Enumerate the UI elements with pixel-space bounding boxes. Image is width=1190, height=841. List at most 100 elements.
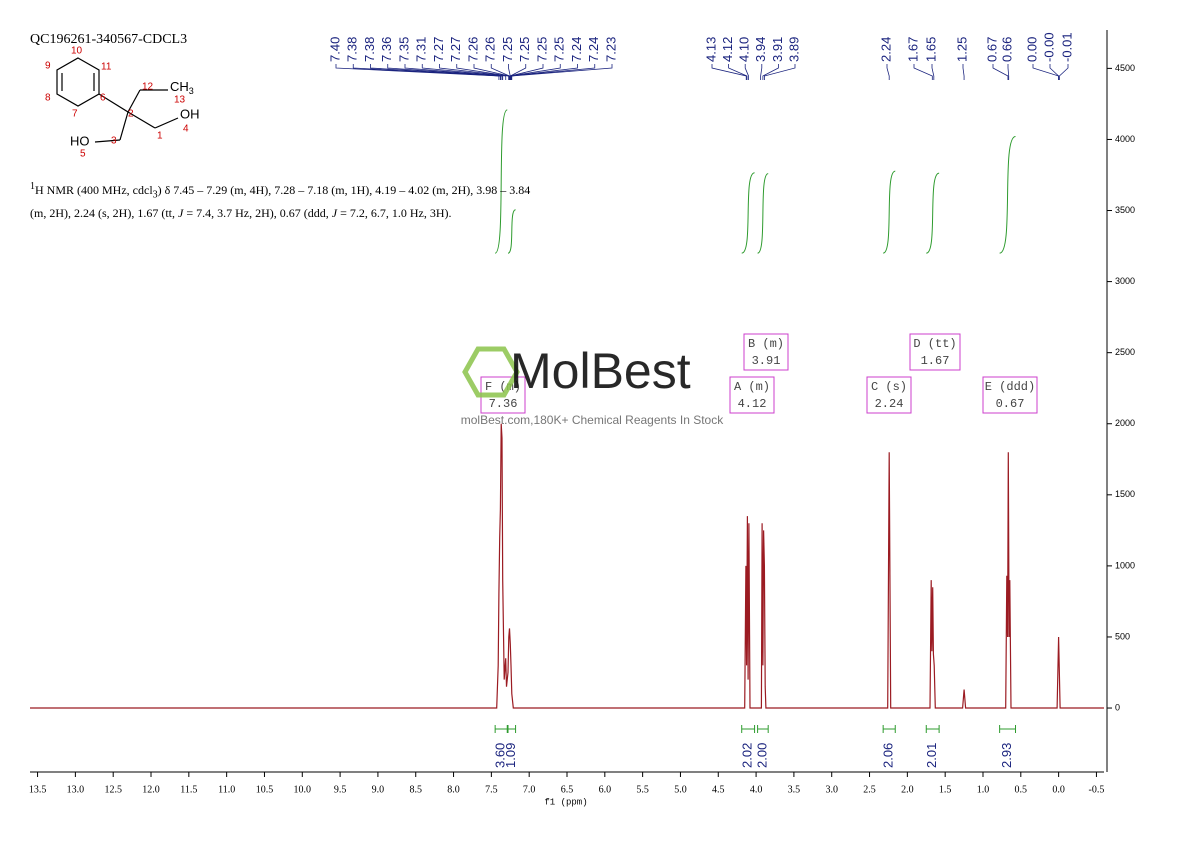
x-tick-label: 4.5 <box>712 784 725 795</box>
ring <box>56 57 100 107</box>
peak-label: 7.31 <box>414 37 429 62</box>
multiplet-box <box>729 376 775 414</box>
atom-label: 5 <box>80 149 86 160</box>
x-tick-label: 5.5 <box>636 784 649 795</box>
x-tick-label: 1.5 <box>939 784 952 795</box>
atom-label: 12 <box>142 82 154 93</box>
integral-label: 2.00 <box>754 743 769 768</box>
atom-label: HO <box>70 133 90 148</box>
atom-label: 9 <box>45 61 51 72</box>
x-tick-label: 11.5 <box>180 784 197 795</box>
x-tick-label: 8.5 <box>409 784 422 795</box>
integral-curve <box>926 172 940 254</box>
peak-connector <box>490 64 510 80</box>
peak-label: 4.12 <box>720 37 735 62</box>
integral-label: 2.01 <box>924 743 939 768</box>
peak-connector <box>511 64 613 80</box>
watermark-slogan: molBest.com,180K+ Chemical Reagents In S… <box>461 413 724 427</box>
peak-label: 7.24 <box>569 37 584 62</box>
peak-connector <box>728 64 748 80</box>
y-tick-label: 1000 <box>1115 560 1135 570</box>
x-tick-label: 0.5 <box>1015 784 1028 795</box>
peak-connector <box>509 64 561 80</box>
x-tick-label: 7.5 <box>485 784 498 795</box>
peak-connector <box>760 64 763 80</box>
peak-label: 2.24 <box>878 37 893 62</box>
integral-bracket <box>507 725 517 733</box>
atom-label: CH3 <box>170 79 194 96</box>
peak-label: 7.40 <box>327 37 342 62</box>
peak-label: 3.91 <box>770 37 785 62</box>
peak-connector <box>1058 64 1069 80</box>
peak-connector <box>352 64 501 80</box>
integral-label: 3.60 <box>493 743 508 768</box>
peak-label: 1.67 <box>905 37 920 62</box>
atom-label: 8 <box>45 93 51 104</box>
nmr-description: 1H NMR (400 MHz, cdcl3) δ 7.45 – 7.29 (m… <box>30 178 630 222</box>
peak-connector <box>1007 64 1010 80</box>
peak-connector <box>1049 64 1060 80</box>
atom-label: 11 <box>101 62 112 73</box>
x-tick-label: 10.5 <box>256 784 274 795</box>
text: = 7.2, 6.7, 1.0 Hz, 3H). <box>337 206 452 221</box>
y-tick-label: 3000 <box>1115 276 1135 286</box>
peak-label: 7.27 <box>448 37 463 62</box>
multiplet-box <box>866 376 912 414</box>
y-tick-label: 500 <box>1115 631 1130 641</box>
peak-label: 0.00 <box>1024 37 1039 62</box>
atom-label: 3 <box>189 86 194 96</box>
atom-label: 10 <box>71 46 83 57</box>
peak-label: 7.38 <box>345 37 360 62</box>
peak-connector <box>509 64 544 80</box>
peak-label: 3.89 <box>786 37 801 62</box>
text: = 7.4, 3.7 Hz, 2H), 0.67 (ddd, <box>183 206 332 221</box>
peak-label: 7.25 <box>552 37 567 62</box>
multiplet-name: B (m) <box>748 337 784 351</box>
x-tick-label: 13.0 <box>67 784 85 795</box>
x-tick-label: 10.0 <box>294 784 312 795</box>
peak-label: 7.38 <box>362 37 377 62</box>
peak-label: 7.25 <box>517 37 532 62</box>
multiplet-shift: 7.36 <box>489 397 518 411</box>
integral-curve <box>494 109 508 254</box>
atom-label: 4 <box>183 124 189 135</box>
x-tick-label: 12.5 <box>104 784 122 795</box>
integral-bracket <box>925 725 940 733</box>
peak-connector <box>764 64 796 80</box>
text: ) δ 7.45 – 7.29 (m, 4H), 7.28 – 7.18 (m,… <box>157 183 531 197</box>
x-tick-label: 12.0 <box>142 784 160 795</box>
multiplet-shift: 0.67 <box>996 397 1025 411</box>
peak-connector <box>510 64 596 80</box>
y-tick-label: 4000 <box>1115 134 1135 144</box>
multiplet-name: D (tt) <box>913 337 956 351</box>
text: 1 <box>30 181 35 192</box>
multiplet-name: E (ddd) <box>985 380 1035 394</box>
peak-connector <box>762 64 779 80</box>
structure <box>56 57 179 143</box>
x-tick-label: 2.5 <box>863 784 876 795</box>
integral-curve <box>507 209 517 254</box>
bond <box>94 139 121 143</box>
peak-label: 7.25 <box>500 37 515 62</box>
peak-label: 7.23 <box>603 37 618 62</box>
peak-connector <box>421 64 507 80</box>
atom-label: 1 <box>157 131 163 142</box>
multiplet-name: A (m) <box>734 380 770 394</box>
atom-label: 3 <box>111 136 117 147</box>
peak-connector <box>510 64 578 80</box>
integral-label: 2.93 <box>999 743 1014 768</box>
x-tick-label: 6.5 <box>561 784 574 795</box>
bond <box>119 111 129 141</box>
text: J <box>177 206 184 221</box>
y-tick-label: 0 <box>1115 702 1120 712</box>
peak-connector <box>509 64 527 80</box>
x-tick-label: 9.5 <box>334 784 347 795</box>
peak-label: 0.66 <box>999 37 1014 62</box>
x-tick-label: 1.0 <box>977 784 990 795</box>
watermark-brand: MolBest <box>510 343 691 399</box>
spectrum <box>30 423 1104 709</box>
integral-label: 2.06 <box>881 743 896 768</box>
bond <box>127 89 141 113</box>
peak-label: 7.36 <box>379 37 394 62</box>
